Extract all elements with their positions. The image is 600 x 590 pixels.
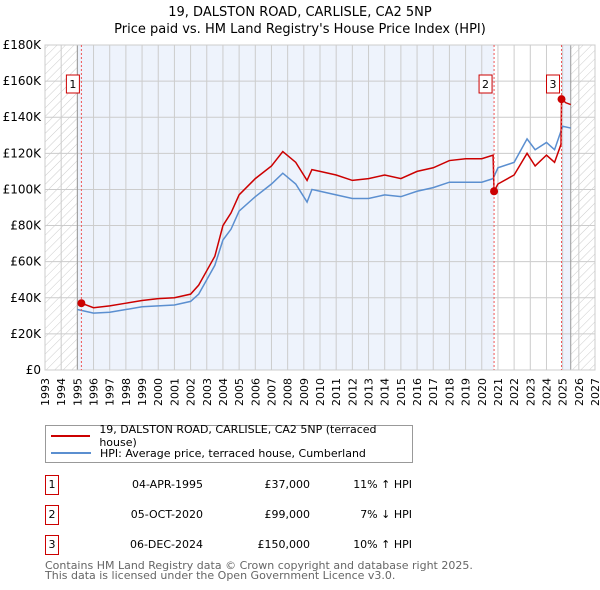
legend-property-label: 19, DALSTON ROAD, CARLISLE, CA2 5NP (ter…: [99, 423, 377, 449]
date: 04-APR-1995: [131, 478, 203, 491]
chart: 1993 1994 1995 1996 1997 1998 1999 2000 2001 2002…: [3, 38, 600, 406]
hpi-diff: 11% ↑ HPI: [353, 478, 412, 491]
x-tick-label: 2012: [346, 378, 359, 406]
x-tick-label: 2002: [185, 378, 198, 406]
x-tick-label: 2021: [492, 378, 505, 406]
x-tick-label: 2023: [524, 378, 537, 406]
series-line: [77, 125, 571, 314]
x-tick-label: 2020: [476, 378, 489, 406]
x-tick-label: 2011: [330, 378, 343, 406]
x-tick-label: 2026: [573, 378, 586, 406]
sale-label: 2: [482, 78, 489, 91]
x-tick-label: 2013: [363, 378, 376, 406]
x-tick-label: 1998: [120, 378, 133, 406]
sale-label: 1: [69, 78, 76, 91]
y-tick-label: £140K: [3, 110, 43, 124]
sale-point: [77, 299, 86, 308]
subtitle: Price paid vs. HM Land Registry's House …: [114, 22, 486, 37]
sale-label: 3: [550, 78, 557, 91]
legend: 19, DALSTON ROAD, CARLISLE, CA2 5NP (ter…: [45, 423, 413, 463]
x-tick-label: 1995: [71, 378, 84, 406]
x-tick-label: 2022: [508, 378, 521, 406]
chart-title: 19, DALSTON ROAD, CARLISLE, CA2 5NP Pric…: [0, 4, 600, 38]
x-tick-label: 2003: [201, 378, 214, 406]
sale-label-box: [478, 74, 493, 94]
marker-badge: 1: [45, 475, 59, 495]
x-tick-label: 2000: [152, 378, 165, 406]
transaction-row: 1 04-APR-1995 £37,000 11% ↑ HPI: [45, 475, 465, 495]
x-tick-label: 1997: [104, 378, 117, 406]
sale-point: [490, 187, 499, 196]
x-tick-label: 2024: [540, 378, 553, 406]
date: 05-OCT-2020: [130, 508, 203, 521]
y-tick-label: £0: [26, 363, 41, 377]
legend-property: 19, DALSTON ROAD, CARLISLE, CA2 5NP (ter…: [51, 423, 412, 449]
y-tick-label: £20K: [10, 327, 42, 341]
x-tick-label: 1999: [136, 378, 149, 406]
footer-copyright: Contains HM Land Registry data © Crown c…: [45, 559, 473, 572]
y-tick-label: £80K: [10, 219, 42, 233]
sale-label-box: [65, 74, 80, 94]
x-tick-label: 2014: [379, 378, 392, 406]
footer: Contains HM Land Registry data © Crown c…: [45, 559, 473, 582]
x-tick-label: 2025: [557, 378, 570, 406]
x-tick-label: 2007: [265, 378, 278, 406]
y-tick-label: £180K: [3, 38, 43, 52]
x-tick-label: 2001: [168, 378, 181, 406]
y-tick-label: £40K: [10, 291, 42, 305]
x-tick-label: 1994: [55, 378, 68, 406]
legend-hpi-label: HPI: Average price, terraced house, Cumb…: [100, 446, 366, 460]
shaded-period: [561, 45, 571, 370]
x-tick-label: 2010: [314, 378, 327, 406]
footer-licence: This data is licensed under the Open Gov…: [45, 569, 396, 582]
plot-frame: [44, 44, 596, 371]
x-tick-label: 1993: [39, 378, 52, 406]
x-tick-label: 2009: [298, 378, 311, 406]
price: £37,000: [264, 478, 311, 491]
marker-badge: 3: [45, 535, 59, 555]
marker-badge: 2: [45, 505, 59, 525]
x-tick-label: 2018: [443, 378, 456, 406]
sale-point: [557, 95, 566, 104]
y-tick-label: £100K: [3, 182, 43, 196]
sale-label-box: [546, 74, 561, 94]
x-tick-label: 1996: [88, 378, 101, 406]
price: £99,000: [264, 508, 311, 521]
x-tick-label: 2006: [249, 378, 262, 406]
legend-hpi: HPI: Average price, terraced house, Cumb…: [51, 445, 366, 461]
y-tick-label: £60K: [10, 255, 42, 269]
price: £150,000: [257, 538, 311, 551]
hpi-diff: 10% ↑ HPI: [353, 538, 412, 551]
x-tick-label: 2016: [411, 378, 424, 406]
x-tick-label: 2005: [233, 378, 246, 406]
x-tick-label: 2019: [460, 378, 473, 406]
hatched-region-after: [570, 45, 595, 370]
date: 06-DEC-2024: [129, 538, 203, 551]
transaction-row: 2 05-OCT-2020 £99,000 7% ↓ HPI: [45, 505, 465, 525]
x-tick-label: 2017: [427, 378, 440, 406]
title: 19, DALSTON ROAD, CARLISLE, CA2 5NP: [168, 5, 432, 20]
transaction-row: 3 06-DEC-2024 £150,000 10% ↑ HPI: [45, 535, 465, 555]
x-tick-label: 2004: [217, 378, 230, 406]
x-tick-label: 2008: [282, 378, 295, 406]
shaded-period: [77, 45, 495, 370]
series-line: [81, 97, 571, 309]
hpi-diff: 7% ↓ HPI: [360, 508, 412, 521]
y-tick-label: £120K: [3, 146, 43, 160]
y-tick-label: £160K: [3, 74, 43, 88]
x-tick-label: 2015: [395, 378, 408, 406]
x-tick-label: 2027: [589, 378, 600, 406]
